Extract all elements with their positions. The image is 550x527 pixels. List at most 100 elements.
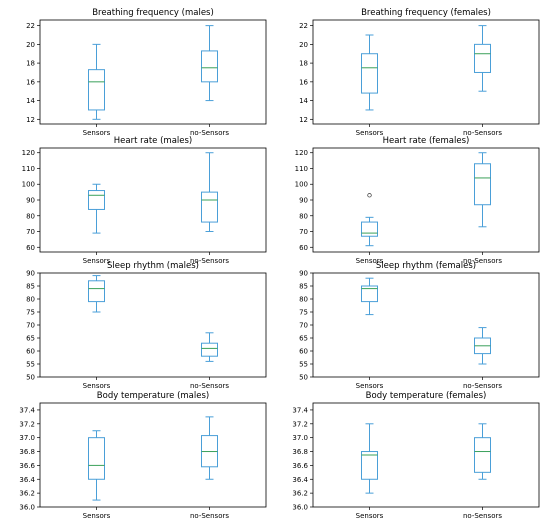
x-tick-label: Sensors (83, 257, 111, 265)
box-0 (361, 277, 378, 316)
y-tick-label: 80 (299, 296, 308, 304)
x-tick-label: no-Sensors (190, 382, 229, 390)
y-tick-label: 18 (26, 60, 35, 68)
chart-title: Breathing frequency (males) (92, 8, 214, 18)
y-tick-label: 36.4 (292, 476, 308, 484)
chart-panel: Body temperature (males) 36.0 36.2 36.4 36.6… (19, 391, 267, 520)
x-tick-label: Sensors (356, 382, 384, 390)
y-tick-label: 16 (299, 78, 308, 86)
y-tick-label: 16 (26, 78, 35, 86)
box-1 (474, 152, 491, 228)
y-tick-label: 36.8 (292, 448, 308, 456)
y-tick-label: 36.0 (292, 504, 308, 512)
y-tick-label: 60 (299, 348, 308, 356)
y-tick-label: 22 (299, 22, 308, 30)
x-tick-label: no-Sensors (190, 129, 229, 137)
y-tick-label: 50 (26, 374, 35, 382)
y-tick-label: 120 (22, 149, 35, 157)
y-tick-label: 36.6 (19, 462, 35, 470)
iqr-box (361, 451, 378, 480)
plot-frame (39, 272, 267, 378)
box-0 (361, 423, 378, 494)
y-tick-label: 85 (299, 283, 308, 291)
iqr-box (201, 342, 218, 357)
y-tick-label: 36.0 (19, 504, 35, 512)
box-1 (474, 25, 491, 92)
iqr-box (201, 50, 218, 83)
y-tick-label: 100 (22, 181, 35, 189)
y-tick-label: 75 (299, 309, 308, 317)
iqr-box (361, 53, 378, 94)
chart-panel: Heart rate (males) 60 70 80 90 100 110 120 Senso… (22, 136, 267, 265)
y-tick-label: 36.6 (292, 462, 308, 470)
chart-title: Body temperature (males) (97, 391, 209, 401)
y-tick-label: 37.2 (292, 420, 308, 428)
plot-frame (39, 402, 267, 508)
x-tick-label: no-Sensors (463, 512, 502, 520)
box-0 (88, 43, 105, 120)
y-tick-label: 55 (26, 361, 35, 369)
box-0 (88, 183, 105, 234)
box-1 (201, 152, 218, 233)
y-tick-label: 65 (26, 335, 35, 343)
x-tick-label: Sensors (83, 382, 111, 390)
x-tick-label: Sensors (83, 129, 111, 137)
y-tick-label: 36.2 (292, 490, 308, 498)
x-tick-label: no-Sensors (190, 512, 229, 520)
x-tick-label: no-Sensors (190, 257, 229, 265)
chart-panel: Sleep rhythm (males) 50 55 60 65 70 75 80 85 90 Se… (26, 261, 267, 390)
y-tick-label: 36.2 (19, 490, 35, 498)
iqr-box (474, 163, 491, 206)
x-tick-label: Sensors (83, 512, 111, 520)
iqr-box (361, 221, 378, 237)
iqr-box (474, 437, 491, 473)
box-1 (474, 327, 491, 365)
y-tick-label: 37.0 (19, 434, 35, 442)
y-tick-label: 60 (299, 244, 308, 252)
y-tick-label: 37.4 (19, 406, 35, 414)
chart-panel: Body temperature (females) 36.0 36.2 36.4 36… (292, 391, 540, 520)
y-tick-label: 50 (299, 374, 308, 382)
y-tick-label: 75 (26, 309, 35, 317)
plot-frame (312, 147, 540, 253)
plot-frame (39, 19, 267, 125)
x-tick-label: no-Sensors (463, 257, 502, 265)
y-tick-label: 37.2 (19, 420, 35, 428)
chart-title: Breathing frequency (females) (361, 8, 491, 18)
iqr-box (88, 280, 105, 303)
y-tick-label: 18 (299, 60, 308, 68)
iqr-box (474, 43, 491, 73)
box-1 (201, 332, 218, 362)
chart-panel: Breathing frequency (females) 12 14 16 18 20 2… (299, 8, 540, 137)
y-tick-label: 55 (299, 361, 308, 369)
y-tick-label: 100 (295, 181, 308, 189)
chart-title: Heart rate (males) (114, 136, 192, 146)
box-0 (361, 193, 378, 247)
iqr-box (88, 437, 105, 480)
iqr-box (88, 69, 105, 111)
chart-panel: Sleep rhythm (females) 50 55 60 65 70 75 80 85 90… (299, 261, 540, 390)
y-tick-label: 80 (26, 212, 35, 220)
box-0 (361, 34, 378, 111)
chart-panel: Heart rate (females) 60 70 80 90 100 110 120 Sen… (295, 136, 540, 265)
y-tick-label: 80 (26, 296, 35, 304)
x-tick-label: Sensors (356, 257, 384, 265)
chart-title: Sleep rhythm (females) (376, 261, 476, 271)
y-tick-label: 90 (26, 270, 35, 278)
y-tick-label: 14 (26, 97, 35, 105)
x-tick-label: Sensors (356, 129, 384, 137)
y-tick-label: 37.0 (292, 434, 308, 442)
y-tick-label: 22 (26, 22, 35, 30)
y-tick-label: 12 (26, 116, 35, 124)
box-0 (88, 275, 105, 313)
outlier-point (367, 193, 372, 198)
y-tick-label: 20 (299, 41, 308, 49)
y-tick-label: 80 (299, 212, 308, 220)
y-tick-label: 85 (26, 283, 35, 291)
y-tick-label: 90 (26, 197, 35, 205)
y-tick-label: 14 (299, 97, 308, 105)
box-0 (88, 430, 105, 501)
y-tick-label: 60 (26, 244, 35, 252)
plot-frame (312, 402, 540, 508)
box-1 (201, 416, 218, 480)
